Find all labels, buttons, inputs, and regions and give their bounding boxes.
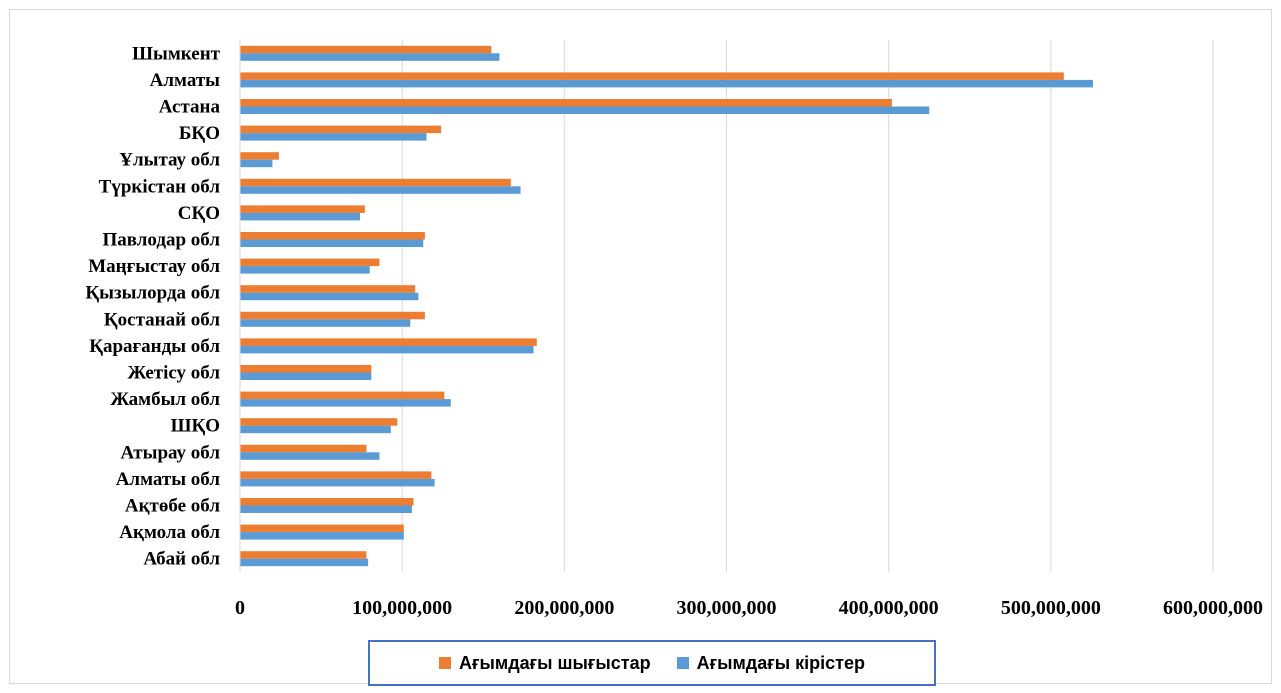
bar-expenses [240,471,432,479]
category-label: Қарағанды обл [89,336,220,357]
bar-expenses [240,72,1064,80]
bar-expenses [240,258,380,267]
bar-revenues [240,186,521,194]
bar-expenses [240,365,372,373]
bars [240,45,1093,567]
bar-revenues [240,532,404,540]
bar-expenses [240,498,414,506]
bar-revenues [240,319,411,327]
category-label: Павлодар обл [102,230,220,251]
bar-revenues [240,478,435,487]
category-label: Шымкент [132,43,220,64]
x-tick-label: 600,000,000 [1163,597,1263,619]
bar-expenses [240,311,425,320]
category-label: Алматы [150,70,221,91]
category-label: Алматы обл [116,469,221,490]
bar-expenses [240,178,511,187]
category-label: Түркістан обл [99,176,221,197]
legend-swatch-expenses [439,657,452,669]
bar-expenses [240,418,398,426]
bar-revenues [240,159,273,168]
bar-revenues [240,452,380,460]
bar-expenses [240,524,404,533]
bar-expenses [240,152,279,160]
x-tick-label: 100,000,000 [352,597,452,619]
bar-revenues [240,53,500,61]
bar-revenues [240,345,534,354]
x-tick-label: 300,000,000 [677,597,777,619]
x-tick-label: 200,000,000 [514,597,614,619]
legend-entry-revenues: Ағымдағы кірістер [676,652,865,674]
bar-expenses [240,285,416,293]
bar-expenses [240,551,367,559]
category-label: Ақтөбе обл [125,496,220,517]
bar-revenues [240,79,1093,88]
bar-expenses [240,45,492,54]
legend-entry-expenses: Ағымдағы шығыстар [439,653,651,674]
category-label: Жетісу обл [128,363,221,384]
bar-revenues [240,558,369,567]
chart-area [9,9,1272,684]
tick-labels: 0 100,000,000 200,000,000 300,000,000 400,00… [235,597,1263,619]
bar-expenses [240,444,367,453]
category-label: Жамбыл обл [110,389,220,410]
bar-revenues [240,399,451,407]
x-tick-label: 500,000,000 [1001,597,1101,619]
category-label: Ұлытау обл [119,150,220,171]
category-label: БҚО [179,123,220,144]
legend: Ағымдағы шығыстар Ағымдағы кірістер [368,640,936,686]
category-label: Ақмола обл [119,522,220,543]
gridlines [401,40,1214,572]
category-label: Абай обл [143,549,220,570]
bar-expenses [240,391,445,400]
bar-revenues [240,505,412,513]
bar-revenues [240,372,372,380]
bar-expenses [240,232,425,240]
bar-expenses [240,338,537,346]
bar-revenues [240,133,427,141]
bar-expenses [240,205,365,213]
bar-revenues [240,425,391,434]
bar-revenues [240,106,930,114]
bar-revenues [240,239,424,247]
category-labels: Шымкент Алматы Астана БҚО Ұлытау обл Түркіста… [85,43,220,569]
legend-label-revenues: Ағымдағы кірістер [696,652,865,673]
category-label: Қостанай обл [104,309,220,330]
category-label: ШҚО [171,416,220,437]
bar-revenues [240,266,370,274]
category-label: Астана [159,97,221,118]
category-label: Маңғыстау обл [88,256,220,277]
category-label: Атырау обл [121,442,221,463]
category-label: Қызылорда обл [85,283,220,304]
bar-revenues [240,292,419,301]
legend-label-expenses: Ағымдағы шығыстар [459,652,651,673]
bar-revenues [240,212,361,221]
x-tick-label: 400,000,000 [839,597,939,619]
legend-swatch-revenues [676,657,689,669]
x-tick-label: 0 [235,597,245,619]
bar-expenses [240,125,442,134]
bar-expenses [240,99,892,107]
category-label: СҚО [178,203,220,224]
